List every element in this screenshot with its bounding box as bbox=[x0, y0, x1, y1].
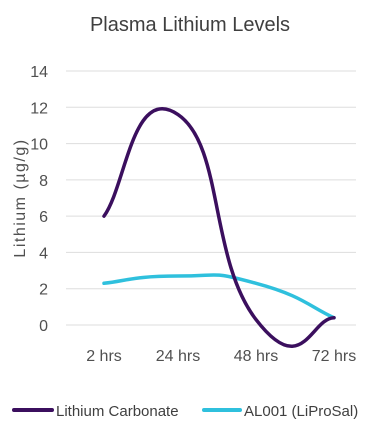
series-lines bbox=[102, 107, 336, 348]
y-tick-label: 8 bbox=[39, 173, 48, 190]
y-tick-label: 0 bbox=[39, 318, 48, 335]
x-tick-label: 24 hrs bbox=[156, 348, 200, 365]
y-tick-label: 2 bbox=[39, 282, 48, 299]
y-tick-label: 4 bbox=[39, 245, 48, 262]
legend: Lithium Carbonate AL001 (LiProSal) bbox=[12, 403, 358, 420]
legend-label: Lithium Carbonate bbox=[56, 403, 179, 420]
y-axis-label: Lithium (µg/g) bbox=[12, 138, 29, 257]
legend-label: AL001 (LiProSal) bbox=[244, 403, 358, 420]
x-tick-label: 72 hrs bbox=[312, 348, 356, 365]
y-tick-label: 6 bbox=[39, 209, 48, 226]
x-tick-label: 48 hrs bbox=[234, 348, 278, 365]
chart-title: Plasma Lithium Levels bbox=[90, 14, 290, 36]
y-tick-label: 12 bbox=[30, 100, 48, 117]
y-tick-label: 10 bbox=[30, 137, 48, 154]
series-line-0 bbox=[102, 107, 336, 348]
y-axis-ticks: 0 2 4 6 8 10 12 14 bbox=[30, 64, 48, 335]
y-tick-label: 14 bbox=[30, 64, 48, 81]
x-tick-label: 2 hrs bbox=[86, 348, 122, 365]
series-line-1 bbox=[102, 273, 336, 320]
gridlines bbox=[66, 70, 356, 326]
x-axis-ticks: 2 hrs 24 hrs 48 hrs 72 hrs bbox=[86, 348, 356, 365]
